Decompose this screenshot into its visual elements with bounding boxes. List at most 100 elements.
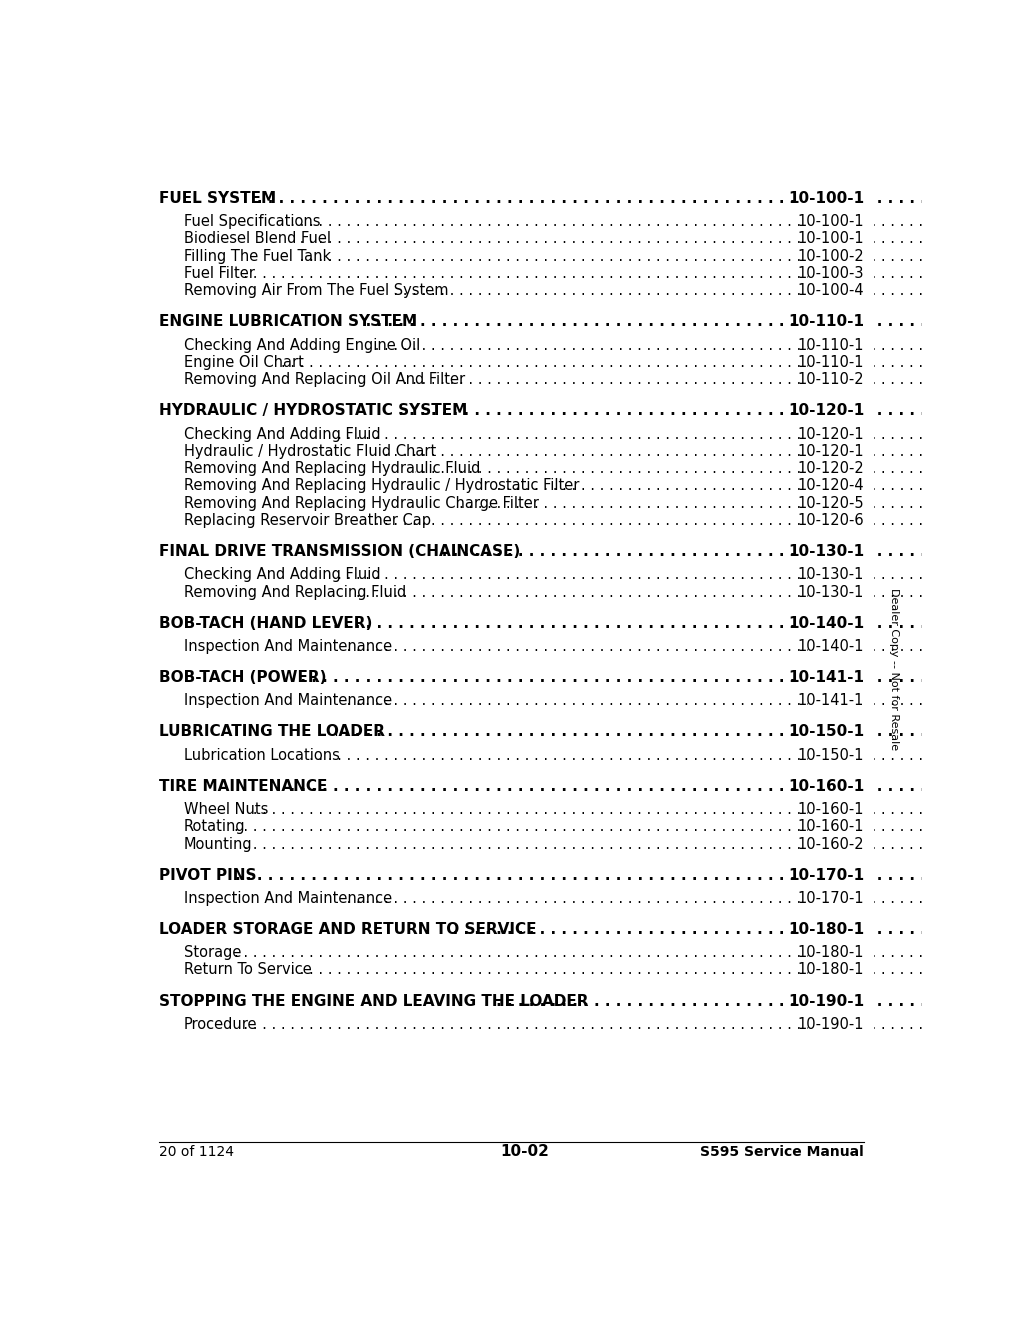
Text: PIVOT PINS: PIVOT PINS: [159, 868, 256, 882]
Text: FUEL SYSTEM: FUEL SYSTEM: [159, 191, 276, 205]
Text: 10-140-1: 10-140-1: [788, 616, 864, 631]
Bar: [155, 864, 237, 885]
Bar: [800, 310, 874, 331]
Bar: [808, 423, 874, 444]
Bar: [808, 280, 874, 301]
Text: . . . . . . . . . . . . . . . . . . . . . . . . . . . . . . . . . . . . . . . . : . . . . . . . . . . . . . . . . . . . . …: [159, 249, 1024, 264]
Text: . . . . . . . . . . . . . . . . . . . . . . . . . . . . . . . . . . . . . . . . : . . . . . . . . . . . . . . . . . . . . …: [159, 945, 1024, 961]
Text: 10-120-5: 10-120-5: [798, 496, 864, 511]
Bar: [155, 666, 291, 688]
Text: 10-180-1: 10-180-1: [788, 922, 864, 937]
Text: . . . . . . . . . . . . . . . . . . . . . . . . . . . . . . . . . . . . . . . . : . . . . . . . . . . . . . . . . . . . . …: [159, 545, 1024, 559]
Text: Checking And Adding Fluid: Checking And Adding Fluid: [183, 427, 381, 441]
Bar: [155, 775, 291, 796]
Text: Engine Oil Chart: Engine Oil Chart: [183, 355, 304, 370]
Bar: [800, 541, 874, 562]
Bar: [155, 280, 390, 301]
Bar: [155, 399, 399, 421]
Bar: [155, 886, 346, 908]
Text: 10-170-1: 10-170-1: [798, 890, 864, 906]
Text: 10-160-1: 10-160-1: [798, 802, 864, 818]
Text: . . . . . . . . . . . . . . . . . . . . . . . . . . . . . . . . . . . . . . . . : . . . . . . . . . . . . . . . . . . . . …: [159, 284, 1024, 298]
Text: . . . . . . . . . . . . . . . . . . . . . . . . . . . . . . . . . . . . . . . . : . . . . . . . . . . . . . . . . . . . . …: [159, 584, 1024, 600]
Text: 10-170-1: 10-170-1: [788, 868, 864, 882]
Text: 10-110-1: 10-110-1: [798, 338, 864, 352]
Bar: [808, 209, 874, 232]
Text: . . . . . . . . . . . . . . . . . . . . . . . . . . . . . . . . . . . . . . . . : . . . . . . . . . . . . . . . . . . . . …: [159, 890, 1024, 906]
Text: . . . . . . . . . . . . . . . . . . . . . . . . . . . . . . . . . . . . . . . . : . . . . . . . . . . . . . . . . . . . . …: [159, 1016, 1024, 1032]
Text: 10-141-1: 10-141-1: [798, 693, 864, 709]
Text: 10-190-1: 10-190-1: [788, 994, 864, 1008]
Bar: [808, 580, 874, 602]
Text: Mounting: Mounting: [183, 836, 253, 852]
Bar: [808, 351, 874, 372]
Bar: [155, 743, 306, 765]
Text: . . . . . . . . . . . . . . . . . . . . . . . . . . . . . . . . . . . . . . . . : . . . . . . . . . . . . . . . . . . . . …: [159, 444, 1024, 458]
Text: 10-150-1: 10-150-1: [798, 747, 864, 763]
Text: STOPPING THE ENGINE AND LEAVING THE LOADER: STOPPING THE ENGINE AND LEAVING THE LOAD…: [159, 994, 589, 1008]
Text: Biodiesel Blend Fuel: Biodiesel Blend Fuel: [183, 232, 331, 246]
Text: . . . . . . . . . . . . . . . . . . . . . . . . . . . . . . . . . . . . . . . . : . . . . . . . . . . . . . . . . . . . . …: [159, 461, 1024, 476]
Text: Removing And Replacing Hydraulic Charge Filter: Removing And Replacing Hydraulic Charge …: [183, 496, 539, 511]
Text: . . . . . . . . . . . . . . . . . . . . . . . . . . . . . . . . . . . . . . . . : . . . . . . . . . . . . . . . . . . . . …: [159, 725, 1024, 739]
Text: Inspection And Maintenance: Inspection And Maintenance: [183, 639, 392, 655]
Text: . . . . . . . . . . . . . . . . . . . . . . . . . . . . . . . . . . . . . . . . : . . . . . . . . . . . . . . . . . . . . …: [159, 819, 1024, 835]
Text: . . . . . . . . . . . . . . . . . . . . . . . . . . . . . . . . . . . . . . . . : . . . . . . . . . . . . . . . . . . . . …: [159, 747, 1024, 763]
Text: Inspection And Maintenance: Inspection And Maintenance: [183, 693, 392, 709]
Text: 10-120-4: 10-120-4: [798, 478, 864, 493]
Text: 10-110-2: 10-110-2: [798, 372, 864, 387]
Text: 10-120-1: 10-120-1: [798, 427, 864, 441]
Bar: [155, 635, 346, 656]
Text: . . . . . . . . . . . . . . . . . . . . . . . . . . . . . . . . . . . . . . . . : . . . . . . . . . . . . . . . . . . . . …: [159, 513, 1024, 529]
Text: 10-100-2: 10-100-2: [798, 249, 864, 264]
Text: Fuel Specifications: Fuel Specifications: [183, 215, 321, 229]
Text: 10-100-3: 10-100-3: [798, 266, 864, 281]
Bar: [808, 334, 874, 355]
Text: . . . . . . . . . . . . . . . . . . . . . . . . . . . . . . . . . . . . . . . . : . . . . . . . . . . . . . . . . . . . . …: [159, 836, 1024, 852]
Text: . . . . . . . . . . . . . . . . . . . . . . . . . . . . . . . . . . . . . . . . : . . . . . . . . . . . . . . . . . . . . …: [159, 639, 1024, 655]
Text: . . . . . . . . . . . . . . . . . . . . . . . . . . . . . . . . . . . . . . . . : . . . . . . . . . . . . . . . . . . . . …: [159, 567, 1024, 583]
Bar: [155, 440, 381, 461]
Bar: [808, 743, 874, 765]
Text: 10-130-1: 10-130-1: [798, 567, 864, 583]
Bar: [808, 440, 874, 461]
Text: BOB-TACH (HAND LEVER): BOB-TACH (HAND LEVER): [159, 616, 373, 631]
Bar: [808, 941, 874, 962]
Bar: [808, 492, 874, 513]
Text: . . . . . . . . . . . . . . . . . . . . . . . . . . . . . . . . . . . . . . . . : . . . . . . . . . . . . . . . . . . . . …: [159, 802, 1024, 818]
Text: . . . . . . . . . . . . . . . . . . . . . . . . . . . . . . . . . . . . . . . . : . . . . . . . . . . . . . . . . . . . . …: [159, 693, 1024, 709]
Bar: [155, 423, 338, 444]
Bar: [800, 775, 874, 796]
Bar: [808, 635, 874, 656]
Text: . . . . . . . . . . . . . . . . . . . . . . . . . . . . . . . . . . . . . . . . : . . . . . . . . . . . . . . . . . . . . …: [159, 372, 1024, 387]
Text: . . . . . . . . . . . . . . . . . . . . . . . . . . . . . . . . . . . . . . . . : . . . . . . . . . . . . . . . . . . . . …: [159, 616, 1024, 631]
Text: 10-141-1: 10-141-1: [788, 670, 864, 685]
Text: Checking And Adding Fluid: Checking And Adding Fluid: [183, 567, 381, 583]
Text: Removing Air From The Fuel System: Removing Air From The Fuel System: [183, 284, 449, 298]
Bar: [808, 958, 874, 979]
Bar: [155, 262, 240, 284]
Text: . . . . . . . . . . . . . . . . . . . . . . . . . . . . . . . . . . . . . . . . : . . . . . . . . . . . . . . . . . . . . …: [159, 779, 1024, 794]
Text: 10-190-1: 10-190-1: [798, 1016, 864, 1032]
Text: 10-120-1: 10-120-1: [788, 403, 864, 419]
Text: Removing And Replacing Oil And Filter: Removing And Replacing Oil And Filter: [183, 372, 465, 387]
Bar: [808, 509, 874, 530]
Bar: [808, 689, 874, 710]
Bar: [800, 864, 874, 885]
Text: Inspection And Maintenance: Inspection And Maintenance: [183, 890, 392, 906]
Bar: [800, 399, 874, 421]
Text: Hydraulic / Hydrostatic Fluid Chart: Hydraulic / Hydrostatic Fluid Chart: [183, 444, 436, 458]
Text: 10-100-1: 10-100-1: [798, 232, 864, 246]
Text: 20 of 1124: 20 of 1124: [159, 1145, 234, 1159]
Text: . . . . . . . . . . . . . . . . . . . . . . . . . . . . . . . . . . . . . . . . : . . . . . . . . . . . . . . . . . . . . …: [159, 994, 1024, 1008]
Bar: [155, 492, 460, 513]
Text: Wheel Nuts: Wheel Nuts: [183, 802, 268, 818]
Text: 10-160-1: 10-160-1: [788, 779, 864, 794]
Text: 10-150-1: 10-150-1: [788, 725, 864, 739]
Text: 10-130-1: 10-130-1: [788, 545, 864, 559]
Bar: [808, 563, 874, 584]
Bar: [155, 918, 454, 939]
Text: 10-140-1: 10-140-1: [798, 639, 864, 655]
Text: Fuel Filter: Fuel Filter: [183, 266, 255, 281]
Text: 10-180-1: 10-180-1: [798, 945, 864, 961]
